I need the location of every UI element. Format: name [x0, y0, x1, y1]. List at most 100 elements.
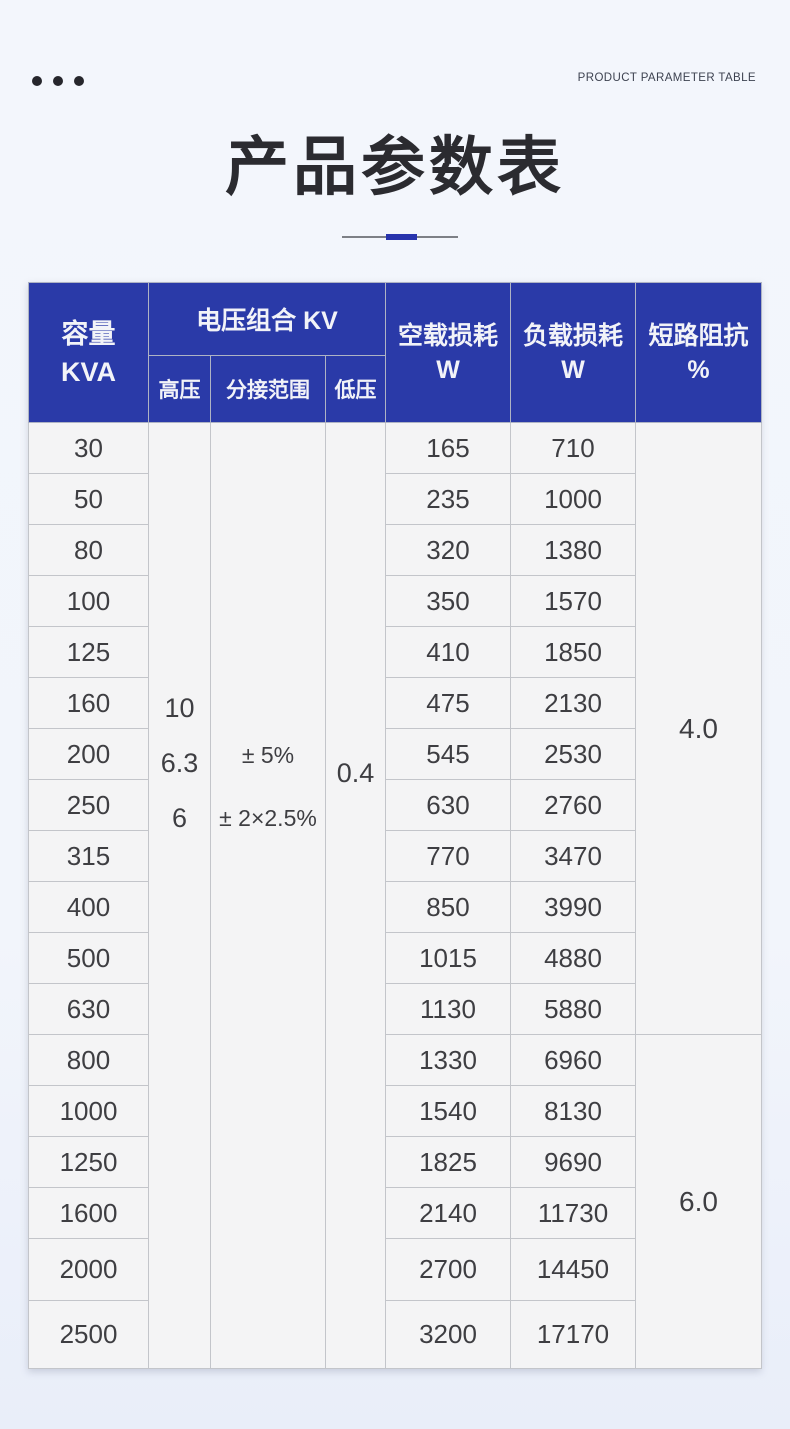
capacity-cell: 1600 [28, 1187, 149, 1239]
capacity-cell: 2000 [28, 1238, 149, 1301]
header-no-load-line2: W [436, 355, 460, 384]
load-cell: 6960 [510, 1034, 636, 1086]
capacity-cell: 1000 [28, 1085, 149, 1137]
header-capacity-line1: 容量 [61, 318, 116, 349]
header-capacity: 容量 KVA [28, 282, 149, 423]
no-load-cell: 1825 [385, 1136, 511, 1188]
table-row: 1000 1540 8130 [28, 1085, 762, 1137]
header-no-load-loss: 空载损耗 W [385, 282, 511, 423]
load-cell: 1850 [510, 626, 636, 678]
no-load-cell: 350 [385, 575, 511, 627]
load-cell: 5880 [510, 983, 636, 1035]
load-cell: 4880 [510, 932, 636, 984]
capacity-cell: 250 [28, 779, 149, 831]
tap-range-value: ± 2×2.5% [219, 805, 317, 831]
load-cell: 17170 [510, 1300, 636, 1369]
capacity-cell: 2500 [28, 1300, 149, 1369]
no-load-cell: 410 [385, 626, 511, 678]
parameter-table-wrapper: 容量 KVA 电压组合 KV 空载损耗 W 负载损耗 W 短路阻抗 % [28, 282, 762, 1369]
table-row: 160 475 2130 [28, 677, 762, 729]
dot-icon [53, 76, 63, 86]
table-row: 125 410 1850 [28, 626, 762, 678]
no-load-cell: 1540 [385, 1085, 511, 1137]
load-cell: 710 [510, 422, 636, 474]
no-load-cell: 235 [385, 473, 511, 525]
high-voltage-value: 6 [171, 803, 188, 833]
table-row: 400 850 3990 [28, 881, 762, 933]
load-cell: 11730 [510, 1187, 636, 1239]
dot-icon [32, 76, 42, 86]
capacity-cell: 50 [28, 473, 149, 525]
header-row-top: 容量 KVA 电压组合 KV 空载损耗 W 负载损耗 W 短路阻抗 % [28, 282, 762, 423]
table-row: 50 235 1000 [28, 473, 762, 525]
header-no-load-line1: 空载损耗 [397, 321, 498, 350]
header-voltage-group: 电压组合 KV [148, 282, 386, 356]
table-row: 2500 3200 17170 [28, 1300, 762, 1369]
parameter-table: 容量 KVA 电压组合 KV 空载损耗 W 负载损耗 W 短路阻抗 % [28, 282, 762, 1369]
no-load-cell: 3200 [385, 1300, 511, 1369]
load-cell: 1000 [510, 473, 636, 525]
table-row: 1250 1825 9690 [28, 1136, 762, 1188]
load-cell: 2130 [510, 677, 636, 729]
header-row-sub: 高压 分接范围 低压 [29, 355, 762, 423]
no-load-cell: 1330 [385, 1034, 511, 1086]
header-load-line2: W [561, 355, 585, 384]
load-cell: 1570 [510, 575, 636, 627]
no-load-cell: 770 [385, 830, 511, 882]
table-row: 315 770 3470 [28, 830, 762, 882]
capacity-cell: 80 [28, 524, 149, 576]
table-row: 250 630 2760 [28, 779, 762, 831]
table-row: 630 1130 5880 [28, 983, 762, 1035]
capacity-cell: 30 [28, 422, 149, 474]
dot-icon [74, 76, 84, 86]
tap-range-merged-cell: ± 5% ± 2×2.5% [210, 422, 326, 1369]
no-load-cell: 1130 [385, 983, 511, 1035]
capacity-cell: 100 [28, 575, 149, 627]
load-cell: 14450 [510, 1238, 636, 1301]
header-high-voltage: 高压 [148, 355, 211, 423]
header-impedance-line1: 短路阻抗 [648, 321, 749, 350]
high-voltage-values: 10 6.3 6 [149, 681, 210, 846]
decorative-dots [32, 76, 84, 86]
table-row: 1600 2140 11730 [28, 1187, 762, 1239]
header-capacity-line2: KVA [60, 356, 116, 387]
header-impedance-line2: % [687, 355, 710, 384]
no-load-cell: 630 [385, 779, 511, 831]
no-load-cell: 475 [385, 677, 511, 729]
capacity-cell: 315 [28, 830, 149, 882]
load-cell: 3470 [510, 830, 636, 882]
header-low-voltage: 低压 [325, 355, 386, 423]
capacity-cell: 200 [28, 728, 149, 780]
load-cell: 2760 [510, 779, 636, 831]
load-cell: 9690 [510, 1136, 636, 1188]
no-load-cell: 320 [385, 524, 511, 576]
load-cell: 2530 [510, 728, 636, 780]
impedance-merged-cell: 4.0 [635, 422, 762, 1035]
eyebrow-label: PRODUCT PARAMETER TABLE [577, 72, 756, 84]
no-load-cell: 850 [385, 881, 511, 933]
impedance-merged-cell: 6.0 [635, 1034, 762, 1369]
table-row: 200 545 2530 [28, 728, 762, 780]
capacity-cell: 500 [28, 932, 149, 984]
header-impedance: 短路阻抗 % [635, 282, 762, 423]
divider-accent [386, 234, 417, 240]
low-voltage-merged-cell: 0.4 [325, 422, 386, 1369]
high-voltage-value: 10 [164, 693, 195, 723]
table-row: 800 1330 6960 6.0 [28, 1034, 762, 1369]
header-tap-range: 分接范围 [210, 355, 326, 423]
load-cell: 1380 [510, 524, 636, 576]
table-row: 80 320 1380 [28, 524, 762, 576]
table-row: 30 10 6.3 6 ± 5% ± 2×2.5% [28, 422, 762, 1369]
low-voltage-value: 0.4 [336, 758, 375, 788]
tap-range-values: ± 5% ± 2×2.5% [211, 724, 325, 850]
capacity-cell: 125 [28, 626, 149, 678]
title-divider [342, 234, 458, 240]
header-load-loss: 负载损耗 W [510, 282, 636, 423]
high-voltage-value: 6.3 [160, 748, 199, 778]
capacity-cell: 630 [28, 983, 149, 1035]
no-load-cell: 1015 [385, 932, 511, 984]
capacity-cell: 160 [28, 677, 149, 729]
header-load-line1: 负载损耗 [522, 321, 623, 350]
capacity-cell: 400 [28, 881, 149, 933]
table-row: 500 1015 4880 [28, 932, 762, 984]
